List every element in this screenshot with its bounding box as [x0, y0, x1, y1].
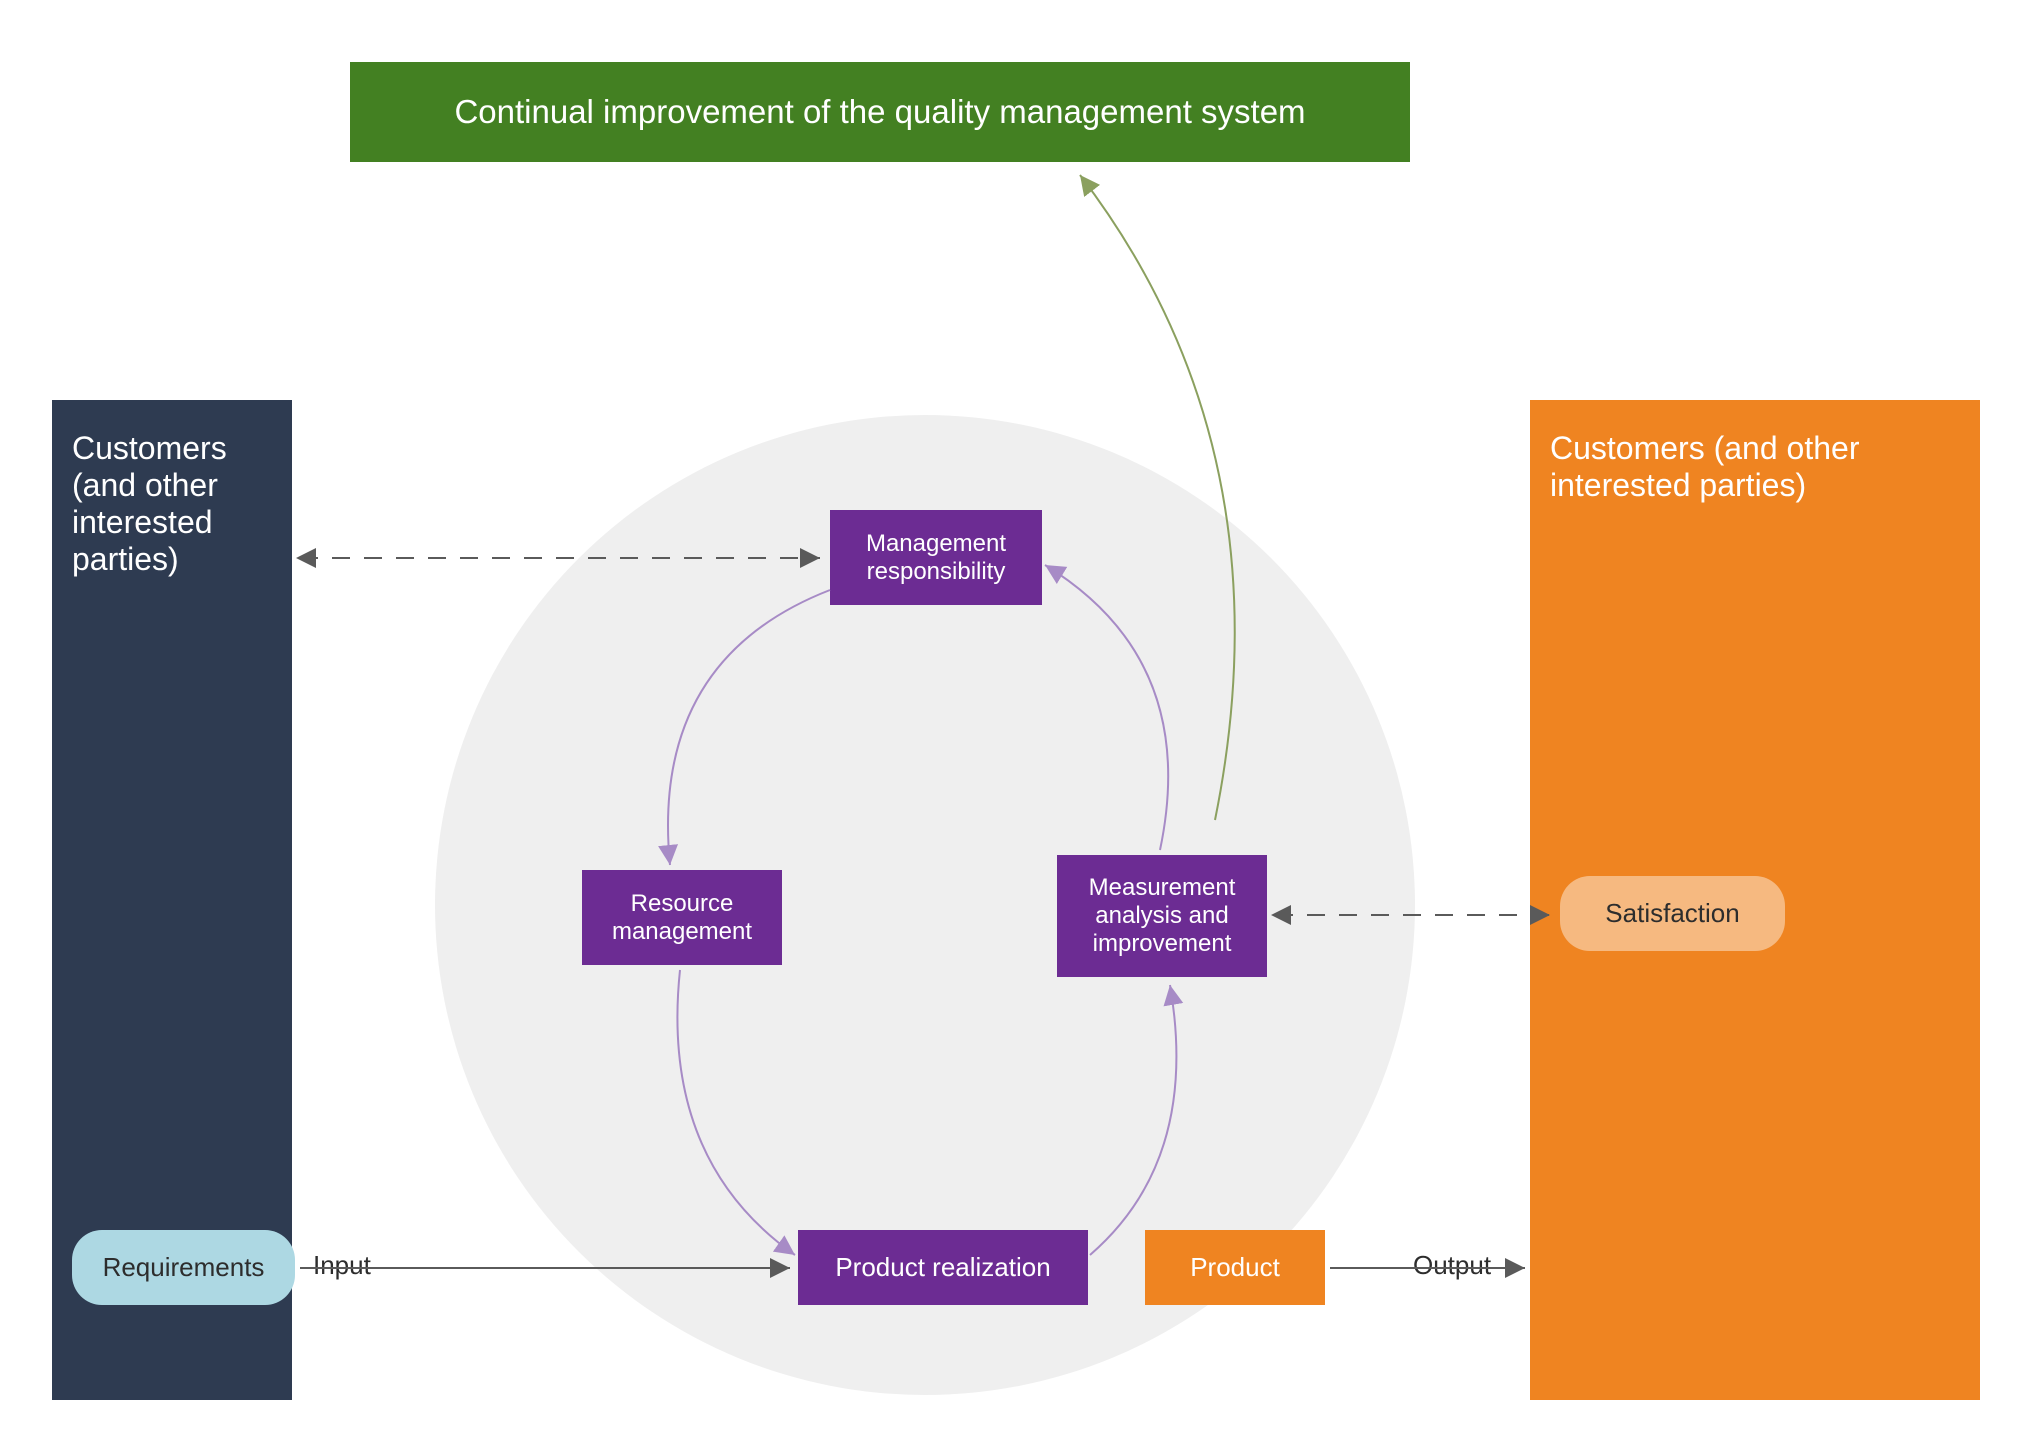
- product-realization-text: Product realization: [835, 1252, 1050, 1283]
- input-label: Input: [313, 1250, 371, 1281]
- satisfaction-pill: Satisfaction: [1560, 876, 1785, 951]
- measurement-text: Measurement analysis and improvement: [1057, 874, 1267, 958]
- product-box: Product: [1145, 1230, 1325, 1305]
- requirements-pill: Requirements: [72, 1230, 295, 1305]
- management-text: Management responsibility: [830, 530, 1042, 586]
- output-label: Output: [1413, 1250, 1491, 1281]
- product-text: Product: [1190, 1252, 1280, 1283]
- left-customers-text: Customers (and other interested parties): [72, 430, 272, 578]
- satisfaction-text: Satisfaction: [1605, 898, 1739, 929]
- management-box: Management responsibility: [830, 510, 1042, 605]
- product-realization-box: Product realization: [798, 1230, 1088, 1305]
- resource-text: Resource management: [582, 890, 782, 946]
- requirements-text: Requirements: [103, 1252, 265, 1283]
- measurement-box: Measurement analysis and improvement: [1057, 855, 1267, 977]
- qms-diagram: Continual improvement of the quality man…: [0, 0, 2038, 1446]
- title-text: Continual improvement of the quality man…: [454, 93, 1305, 131]
- title-box: Continual improvement of the quality man…: [350, 62, 1410, 162]
- right-customers-text: Customers (and other interested parties): [1550, 430, 1960, 504]
- resource-box: Resource management: [582, 870, 782, 965]
